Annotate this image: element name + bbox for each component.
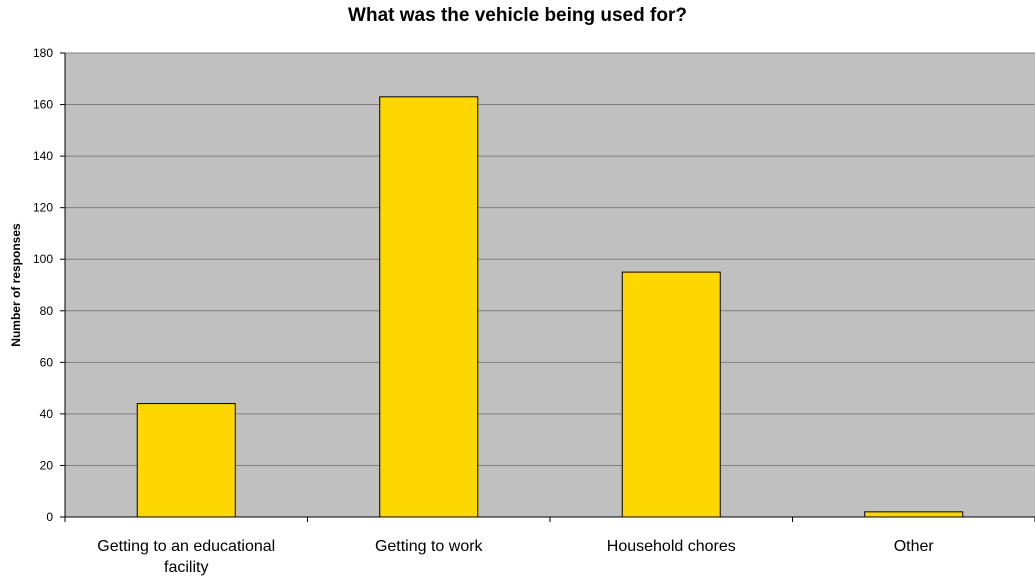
axes (60, 52, 1035, 522)
y-tick-label: 60 (40, 355, 54, 369)
y-tick-label: 140 (33, 149, 53, 163)
y-tick-labels: 0 20 40 60 80 100 120 140 160 180 (33, 46, 53, 524)
bars (136, 96, 964, 518)
x-tick-label: Household chores (607, 538, 736, 555)
bar (379, 96, 479, 518)
y-tick-label: 80 (40, 304, 54, 318)
x-tick-label: Other (894, 538, 935, 555)
y-tick-label: 0 (46, 510, 53, 524)
bar (864, 511, 964, 518)
x-tick-labels: Getting to an educational facility Getting… (97, 538, 934, 576)
y-tick-label: 120 (33, 201, 53, 215)
x-tick-label: Getting to work (375, 538, 484, 555)
gridlines (65, 52, 1035, 466)
y-tick-label: 100 (33, 252, 53, 266)
y-tick-label: 160 (33, 98, 53, 112)
y-axis-label: Number of responses (9, 223, 23, 347)
x-tick-label: Getting to an educational facility (97, 538, 275, 576)
chart-title: What was the vehicle being used for? (348, 5, 687, 26)
y-tick-label: 180 (33, 46, 53, 60)
bar (136, 403, 236, 518)
y-tick-label: 40 (40, 407, 54, 421)
bar (621, 271, 721, 518)
y-tick-label: 20 (40, 458, 54, 472)
